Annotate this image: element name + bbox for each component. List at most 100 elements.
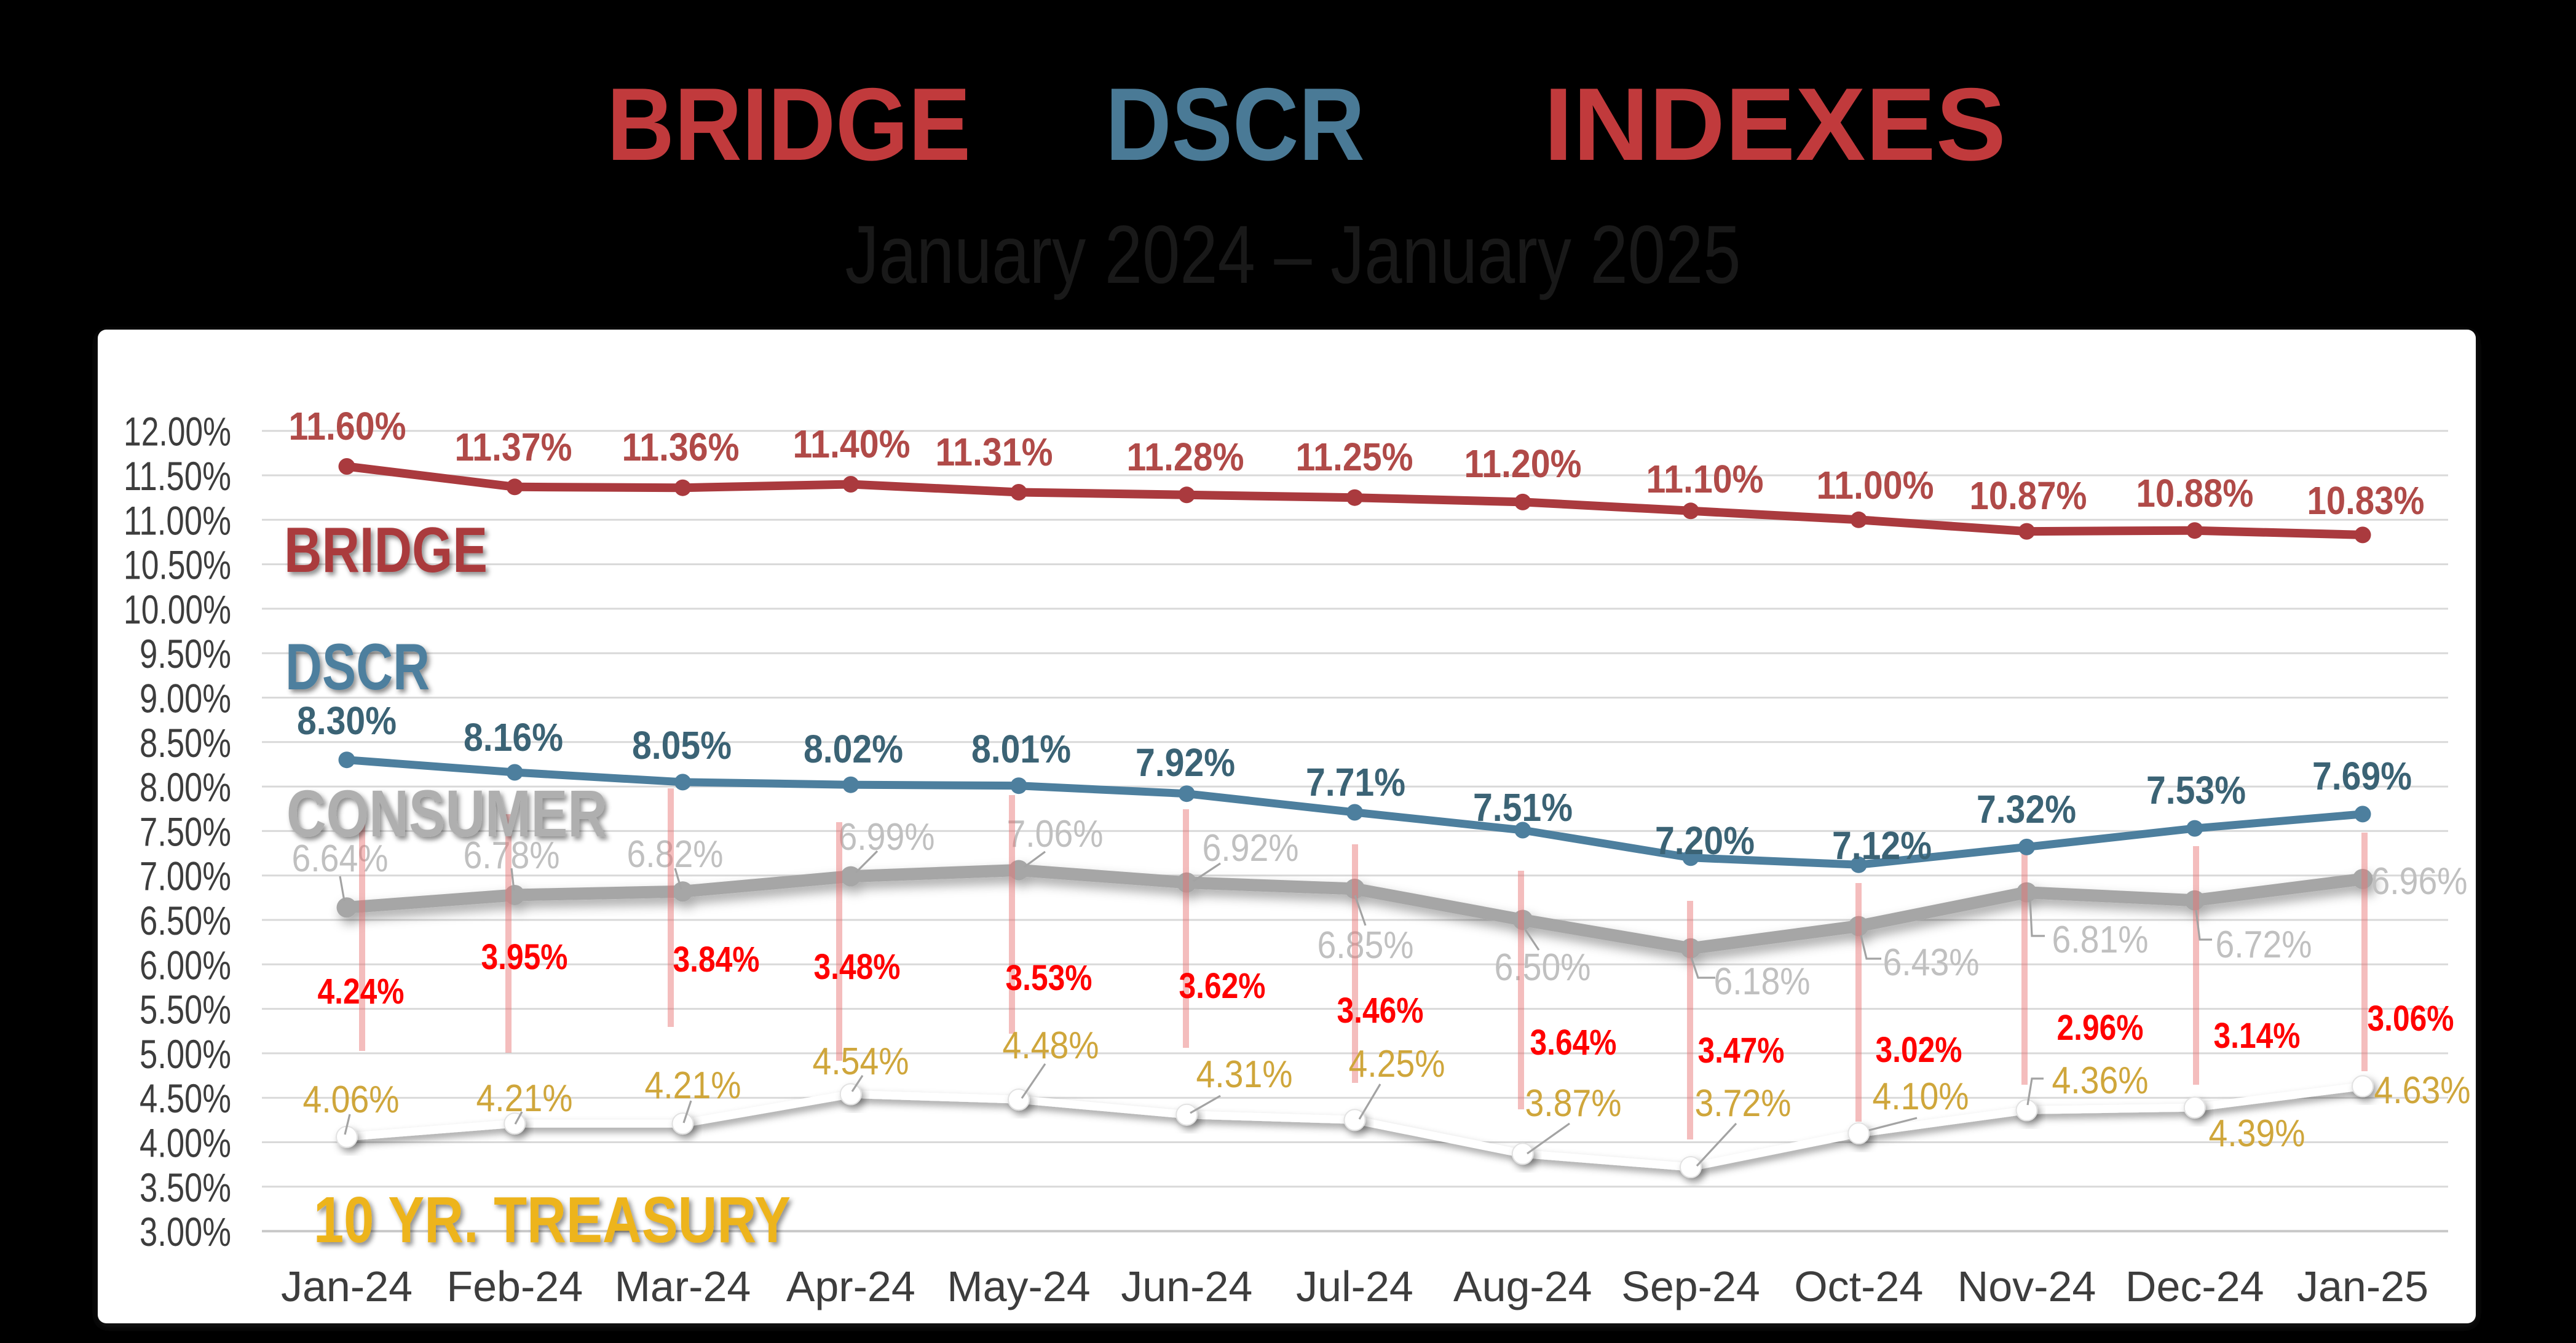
svg-text:3.06%: 3.06%	[2368, 999, 2454, 1039]
svg-text:9.50%: 9.50%	[140, 631, 231, 676]
svg-text:11.25%: 11.25%	[1296, 435, 1413, 479]
svg-text:3.87%: 3.87%	[1525, 1082, 1622, 1125]
svg-text:11.36%: 11.36%	[622, 425, 740, 469]
svg-text:10.87%: 10.87%	[1970, 473, 2087, 518]
svg-text:6.99%: 6.99%	[839, 816, 935, 858]
svg-text:10.83%: 10.83%	[2307, 478, 2425, 523]
svg-text:7.32%: 7.32%	[1977, 787, 2076, 831]
svg-text:DSCR: DSCR	[285, 630, 430, 703]
svg-text:3.47%: 3.47%	[1698, 1031, 1785, 1071]
svg-text:4.24%: 4.24%	[318, 972, 405, 1012]
svg-text:4.21%: 4.21%	[645, 1064, 741, 1107]
svg-text:11.37%: 11.37%	[455, 425, 572, 469]
svg-text:Dec-24: Dec-24	[2125, 1262, 2264, 1310]
svg-text:6.64%: 6.64%	[292, 838, 389, 880]
svg-text:7.53%: 7.53%	[2146, 768, 2246, 812]
svg-text:3.48%: 3.48%	[814, 947, 901, 987]
svg-text:Feb-24: Feb-24	[446, 1262, 583, 1310]
svg-text:6.85%: 6.85%	[1318, 924, 1414, 967]
svg-text:5.00%: 5.00%	[140, 1031, 231, 1077]
svg-text:4.06%: 4.06%	[303, 1079, 400, 1121]
svg-text:7.51%: 7.51%	[1473, 785, 1573, 830]
svg-text:3.95%: 3.95%	[481, 937, 568, 977]
svg-text:4.48%: 4.48%	[1003, 1024, 1099, 1067]
svg-text:11.60%: 11.60%	[289, 404, 406, 448]
svg-text:4.21%: 4.21%	[476, 1077, 573, 1120]
svg-text:6.50%: 6.50%	[1495, 946, 1591, 989]
svg-text:7.00%: 7.00%	[140, 854, 231, 899]
svg-text:7.20%: 7.20%	[1655, 818, 1755, 863]
svg-text:8.05%: 8.05%	[632, 723, 732, 767]
svg-text:3.50%: 3.50%	[140, 1165, 231, 1210]
svg-text:7.69%: 7.69%	[2312, 754, 2412, 798]
svg-text:6.72%: 6.72%	[2216, 924, 2312, 966]
svg-text:2.96%: 2.96%	[2057, 1008, 2144, 1048]
svg-text:Nov-24: Nov-24	[1958, 1262, 2096, 1310]
svg-text:3.00%: 3.00%	[140, 1209, 231, 1254]
svg-text:4.25%: 4.25%	[1349, 1043, 1445, 1085]
svg-text:6.81%: 6.81%	[2052, 919, 2149, 961]
svg-text:3.84%: 3.84%	[673, 940, 760, 980]
svg-text:6.43%: 6.43%	[1883, 941, 1980, 984]
svg-text:3.64%: 3.64%	[1530, 1023, 1617, 1063]
svg-text:4.00%: 4.00%	[140, 1120, 231, 1166]
svg-text:January 2024 – January 2025: January 2024 – January 2025	[845, 209, 1741, 301]
svg-text:11.28%: 11.28%	[1127, 435, 1244, 479]
svg-text:4.54%: 4.54%	[813, 1040, 909, 1083]
svg-text:7.50%: 7.50%	[140, 809, 231, 854]
svg-text:7.92%: 7.92%	[1136, 740, 1235, 785]
svg-text:6.50%: 6.50%	[140, 898, 231, 943]
svg-text:Jul-24: Jul-24	[1296, 1262, 1413, 1310]
svg-text:4.10%: 4.10%	[1873, 1076, 1969, 1118]
svg-text:4.36%: 4.36%	[2052, 1060, 2149, 1102]
svg-text:4.39%: 4.39%	[2209, 1112, 2305, 1155]
svg-text:Jan-25: Jan-25	[2297, 1262, 2428, 1310]
svg-text:8.16%: 8.16%	[464, 715, 563, 759]
svg-text:6.00%: 6.00%	[140, 942, 231, 988]
svg-text:8.02%: 8.02%	[804, 727, 903, 771]
svg-text:CONSUMER: CONSUMER	[286, 776, 607, 850]
svg-text:Mar-24: Mar-24	[615, 1262, 751, 1310]
svg-text:11.00%: 11.00%	[124, 497, 231, 543]
svg-text:11.50%: 11.50%	[124, 453, 231, 499]
svg-text:7.12%: 7.12%	[1832, 823, 1932, 868]
svg-text:3.62%: 3.62%	[1179, 966, 1266, 1006]
svg-text:3.53%: 3.53%	[1006, 958, 1092, 998]
svg-text:May-24: May-24	[947, 1262, 1090, 1310]
svg-text:4.63%: 4.63%	[2374, 1069, 2471, 1112]
svg-text:11.40%: 11.40%	[793, 422, 911, 466]
svg-text:10.50%: 10.50%	[124, 542, 231, 588]
svg-text:Jun-24: Jun-24	[1121, 1262, 1252, 1310]
svg-text:11.20%: 11.20%	[1464, 442, 1582, 486]
svg-text:DSCR: DSCR	[1105, 66, 1365, 182]
svg-text:11.10%: 11.10%	[1646, 457, 1764, 501]
svg-text:6.96%: 6.96%	[2371, 860, 2468, 903]
svg-text:BRIDGE: BRIDGE	[607, 66, 971, 182]
svg-text:11.31%: 11.31%	[936, 430, 1053, 474]
svg-text:4.31%: 4.31%	[1196, 1053, 1293, 1096]
svg-text:3.46%: 3.46%	[1337, 991, 1424, 1031]
svg-text:Oct-24: Oct-24	[1794, 1262, 1923, 1310]
svg-text:Apr-24: Apr-24	[786, 1262, 915, 1310]
svg-text:8.00%: 8.00%	[140, 764, 231, 810]
svg-text:6.92%: 6.92%	[1203, 827, 1299, 870]
svg-text:9.00%: 9.00%	[140, 676, 231, 721]
svg-text:5.50%: 5.50%	[140, 987, 231, 1032]
svg-text:10.88%: 10.88%	[2136, 471, 2254, 515]
svg-text:12.00%: 12.00%	[124, 409, 231, 454]
svg-text:4.50%: 4.50%	[140, 1076, 231, 1121]
svg-text:8.50%: 8.50%	[140, 720, 231, 766]
svg-text:Jan-24: Jan-24	[281, 1262, 413, 1310]
svg-text:6.18%: 6.18%	[1714, 961, 1811, 1003]
svg-text:10 YR. TREASURY: 10 YR. TREASURY	[314, 1184, 791, 1256]
svg-text:3.14%: 3.14%	[2214, 1016, 2301, 1056]
svg-text:3.02%: 3.02%	[1876, 1030, 1962, 1070]
svg-text:Sep-24: Sep-24	[1621, 1262, 1760, 1310]
svg-text:INDEXES: INDEXES	[1544, 66, 2006, 182]
svg-text:3.72%: 3.72%	[1695, 1082, 1792, 1125]
svg-text:7.06%: 7.06%	[1007, 813, 1104, 855]
svg-text:8.30%: 8.30%	[297, 699, 397, 743]
svg-text:11.00%: 11.00%	[1817, 463, 1934, 507]
svg-text:7.71%: 7.71%	[1306, 760, 1405, 804]
svg-text:BRIDGE: BRIDGE	[284, 515, 488, 586]
